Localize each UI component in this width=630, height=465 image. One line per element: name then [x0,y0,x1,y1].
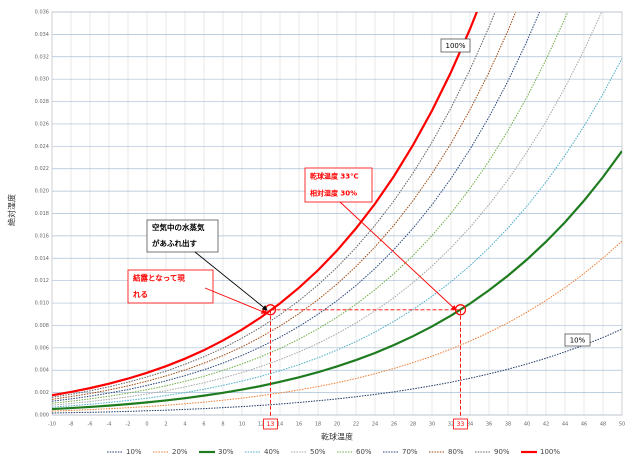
x-tick-label: 32 [448,422,454,428]
x-tick-label: -2 [126,422,131,428]
y-tick-label: 0.008 [35,323,49,329]
annotation-box [146,219,219,253]
x-tick-label: 34 [467,422,473,428]
y-tick-label: 0.002 [35,390,49,396]
annotation-text: 相対湿度 30% [310,189,357,198]
y-tick-label: 0.034 [35,32,49,38]
legend-label: 70% [402,448,418,456]
annotation-text: 空気中の水蒸気 [152,222,205,232]
y-tick-label: 0.014 [35,256,49,262]
y-tick-label: 0.012 [35,278,49,284]
y-tick-label: 0.010 [35,301,49,307]
x-tick-label: 42 [543,422,549,428]
x-tick-label: 36 [486,422,492,428]
y-tick-label: 0.016 [35,233,49,239]
legend-label: 100% [540,448,560,456]
y-tick-label: 0.006 [35,345,49,351]
x-tick-label: 22 [353,422,359,428]
series-line [52,12,541,402]
x-tick-label: 2 [164,422,167,428]
x-tick-label: -6 [88,422,93,428]
y-tick-label: 0.022 [35,166,49,172]
plot-frame [51,11,623,416]
x-tick-label: 18 [315,422,321,428]
x-tick-label: 38 [505,422,511,428]
y-tick-label: 0.004 [35,368,49,374]
x-tick-label: 24 [372,422,378,428]
x-tick-label: 50 [619,422,625,428]
annotation-arrow [194,251,268,311]
y-tick-label: 0.030 [35,77,49,83]
annotation-text: 100% [445,42,465,50]
series-line [52,240,622,412]
series-line [52,12,496,398]
y-tick-label: 0.020 [35,189,49,195]
marker-box [453,418,468,430]
series-line [52,12,603,406]
x-tick-label: 0 [145,422,148,428]
annotation-text: 10% [570,337,586,345]
y-tick-label: 0.018 [35,211,49,217]
y-tick-label: 0.026 [35,121,49,127]
series-line [52,12,478,397]
annotation-text: れる [133,290,148,299]
x-axis-label: 乾球温度 [321,432,353,442]
plot-area [52,12,622,414]
annotation-text: 結露となって現 [133,272,185,282]
x-tick-label: 16 [296,422,302,428]
annotation-box [304,167,373,203]
x-tick-label: 44 [562,422,568,428]
series-line [52,328,622,414]
legend-label: 50% [310,448,326,456]
legend-label: 80% [448,448,464,456]
y-tick-label: 0.028 [35,99,49,105]
y-tick-label: 0.000 [35,413,49,419]
annotation-text: 乾球温度 33℃ [310,172,359,181]
x-tick-label: 6 [202,422,205,428]
legend-label: 30% [218,448,234,456]
y-tick-label: 0.032 [35,54,49,60]
annotation-arrow [204,287,267,314]
x-tick-label: 4 [183,422,186,428]
annotation-arrow [339,201,457,311]
series-line [52,12,569,404]
x-tick-label: -8 [69,422,74,428]
y-tick-label: 0.024 [35,144,49,150]
annotation-box [440,38,471,53]
legend-label: 90% [494,448,510,456]
x-tick-label: 26 [391,422,397,428]
annotation-text: があふれ出す [152,238,197,248]
y-tick-label: 0.036 [35,10,49,16]
marker-label: 13 [267,421,275,428]
series-line [52,150,622,411]
x-tick-label: -4 [107,422,112,428]
marker-box [263,418,278,430]
x-tick-label: -10 [48,422,56,428]
legend-label: 20% [172,448,188,456]
x-tick-label: 28 [410,422,416,428]
x-tick-label: 20 [334,422,340,428]
marker-label: 33 [457,421,465,428]
annotation-box [127,269,214,304]
legend-label: 10% [126,448,142,456]
x-tick-label: 48 [600,422,606,428]
x-tick-label: 10 [239,422,245,428]
x-tick-label: 40 [524,422,530,428]
x-tick-label: 30 [429,422,435,428]
x-tick-label: 12 [258,422,264,428]
y-axis-label: 絶対湿度 [7,194,17,226]
annotation-box [564,333,591,347]
x-tick-label: 8 [221,422,224,428]
legend-label: 60% [356,448,372,456]
x-tick-label: 14 [277,422,283,428]
x-tick-label: 46 [581,422,587,428]
series-line [52,58,622,408]
legend-label: 40% [264,448,280,456]
